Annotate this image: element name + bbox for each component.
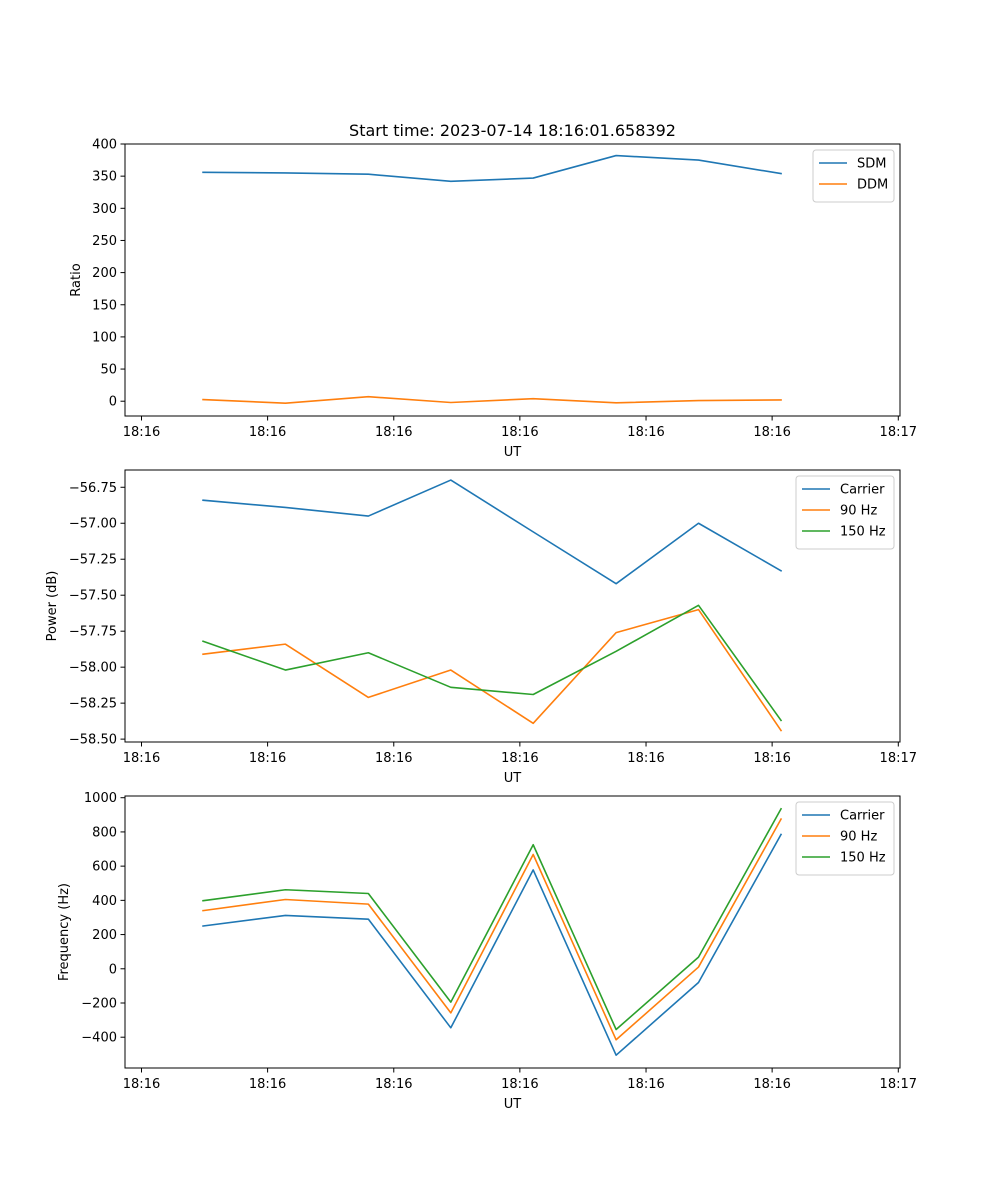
x-tick-label: 18:16 (375, 1077, 412, 1092)
x-tick-label: 18:16 (249, 425, 286, 440)
legend-label: 150 Hz (840, 851, 886, 866)
series-line-carrier (202, 833, 783, 1056)
y-tick-label: 600 (92, 860, 117, 875)
figure-title: Start time: 2023-07-14 18:16:01.658392 (349, 121, 676, 140)
legend: Carrier 90 Hz 150 Hz (795, 475, 895, 550)
subplot-3: 18:16 18:16 18:16 18:16 18:16 18:16 18:17 −400 −… (57, 791, 917, 1112)
x-tick-label: 18:16 (753, 751, 790, 766)
legend-label: Carrier (840, 809, 885, 824)
y-tick-label: 150 (92, 298, 117, 313)
x-axis-label: UT (504, 1097, 522, 1112)
y-tick-label: −57.75 (69, 625, 117, 640)
x-tick-label: 18:16 (627, 751, 664, 766)
legend-label: Carrier (840, 483, 885, 498)
y-tick-label: −57.50 (69, 589, 117, 604)
y-tick-label: 250 (92, 234, 117, 249)
legend-label: DDM (857, 178, 888, 193)
subplot-1: 18:16 18:16 18:16 18:16 18:16 18:16 18:17 0 50 10… (69, 138, 917, 461)
series-line-sdm (202, 154, 782, 183)
y-tick-label: −58.25 (69, 697, 117, 712)
y-tick-label: 350 (92, 170, 117, 185)
x-tick-label: 18:17 (880, 425, 917, 440)
series-group (202, 807, 783, 1056)
legend-label: 90 Hz (840, 504, 877, 519)
series-line-ddm (202, 395, 782, 404)
legend: SDM DDM (812, 149, 895, 203)
y-tick-label: 100 (92, 330, 117, 345)
series-line-150-hz (202, 604, 783, 722)
y-tick-label: −57.25 (69, 553, 117, 568)
x-tick-label: 18:16 (753, 1077, 790, 1092)
y-tick-label: 1000 (84, 791, 117, 806)
y-tick-label: 800 (92, 825, 117, 840)
y-tick-label: 200 (92, 266, 117, 281)
x-tick-label: 18:16 (375, 751, 412, 766)
y-tick-label: 0 (109, 395, 117, 410)
x-tick-label: 18:16 (627, 425, 664, 440)
x-tick-label: 18:16 (501, 1077, 538, 1092)
x-axis-label: UT (504, 771, 522, 786)
x-tick-label: 18:16 (123, 425, 160, 440)
y-tick-label: 0 (109, 962, 117, 977)
y-tick-label: −200 (81, 996, 117, 1011)
x-tick-label: 18:16 (501, 751, 538, 766)
y-axis-label: Ratio (69, 263, 84, 296)
legend-label: 150 Hz (840, 525, 886, 540)
x-tick-label: 18:16 (249, 1077, 286, 1092)
legend: Carrier 90 Hz 150 Hz (795, 801, 895, 876)
y-tick-label: −58.00 (69, 661, 117, 676)
x-tick-label: 18:16 (501, 425, 538, 440)
legend-label: 90 Hz (840, 830, 877, 845)
y-axis-label: Frequency (Hz) (57, 883, 72, 981)
y-axis-label: Power (dB) (45, 571, 60, 642)
y-tick-label: 400 (92, 894, 117, 909)
series-line-150-hz (202, 807, 783, 1031)
y-tick-label: 300 (92, 202, 117, 217)
series-line-carrier (202, 479, 783, 585)
legend-label: SDM (857, 157, 886, 172)
x-tick-label: 18:16 (123, 751, 160, 766)
y-tick-label: 50 (100, 363, 117, 378)
x-tick-label: 18:16 (753, 425, 790, 440)
series-group (202, 154, 782, 404)
axes-frame (124, 795, 901, 1069)
x-tick-label: 18:16 (375, 425, 412, 440)
axes-frame (124, 143, 901, 417)
y-tick-label: −57.00 (69, 517, 117, 532)
series-group (202, 479, 783, 732)
subplot-2: 18:16 18:16 18:16 18:16 18:16 18:16 18:17 −58.5… (45, 469, 917, 786)
x-tick-label: 18:16 (627, 1077, 664, 1092)
x-tick-label: 18:17 (880, 751, 917, 766)
y-tick-label: −58.50 (69, 733, 117, 748)
x-tick-label: 18:16 (123, 1077, 160, 1092)
x-tick-label: 18:16 (249, 751, 286, 766)
y-tick-label: 400 (92, 138, 117, 153)
x-axis-label: UT (504, 445, 522, 460)
series-line-90-hz (202, 818, 783, 1041)
x-tick-label: 18:17 (880, 1077, 917, 1092)
y-tick-label: −400 (81, 1031, 117, 1046)
y-tick-label: 200 (92, 928, 117, 943)
axes-frame (124, 469, 901, 743)
y-tick-label: −56.75 (69, 481, 117, 496)
